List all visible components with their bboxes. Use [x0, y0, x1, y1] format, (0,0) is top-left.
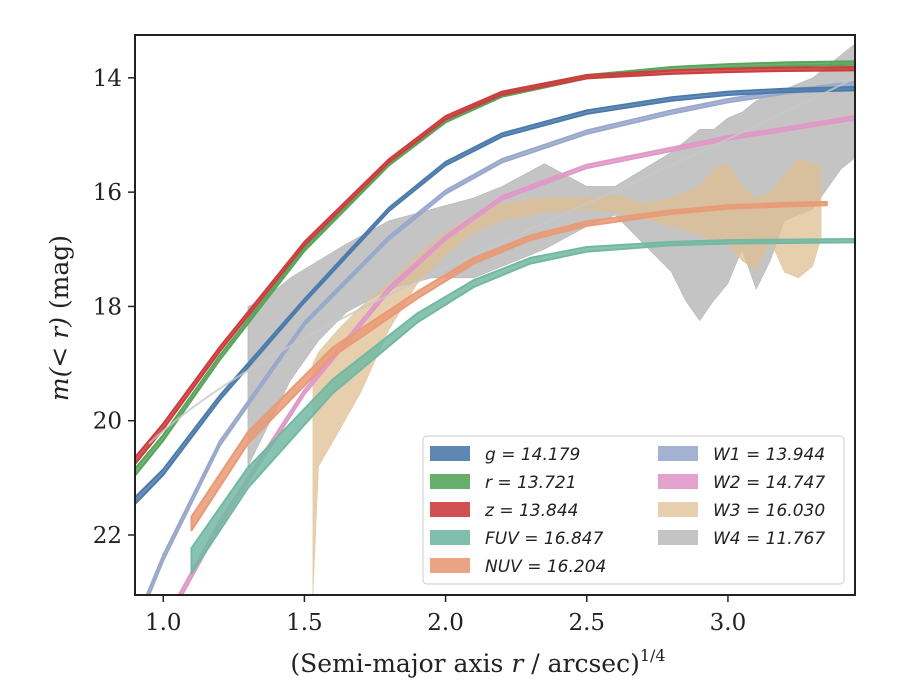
- legend-swatch-w3: [658, 502, 698, 517]
- series-band-nuv: [190, 200, 828, 532]
- y-tick-label: 14: [93, 66, 122, 92]
- y-tick-label: 20: [93, 409, 122, 435]
- legend-label-w3: W3 = 16.030: [713, 501, 825, 521]
- plot-frame: [134, 34, 856, 596]
- series-band-z: [135, 66, 855, 466]
- y-tick-label: 22: [93, 523, 122, 549]
- legend-label-nuv: NUV = 16.204: [485, 557, 606, 577]
- legend-swatch-fuv: [430, 530, 470, 545]
- legend-swatch-g: [430, 446, 470, 461]
- x-axis-label-var: r: [511, 649, 525, 678]
- x-axis-label-sup: 1/4: [640, 646, 666, 665]
- legend-label-w2: W2 = 14.747: [713, 473, 825, 493]
- legend-label-w4: W4 = 11.767: [713, 529, 825, 549]
- x-axis-label-unit: / arcsec): [523, 649, 640, 678]
- ticks-layer: 1.0 1.5 2.0 2.5 3.0 14 16 18 20 22: [93, 66, 747, 636]
- x-axis-label-main: (Semi-major axis: [290, 649, 511, 678]
- x-tick-label: 1.0: [145, 610, 182, 636]
- legend-label-w1: W1 = 13.944: [713, 445, 825, 465]
- x-tick-label: 2.0: [427, 610, 464, 636]
- legend-swatch-z: [430, 502, 470, 517]
- x-tick-label: 3.0: [710, 610, 747, 636]
- legend-label-r: r = 13.721: [485, 473, 577, 493]
- y-tick-label: 16: [93, 180, 122, 206]
- model-guide-curve: [148, 76, 855, 445]
- legend-swatch-w2: [658, 474, 698, 489]
- series-band-w4: [247, 43, 855, 467]
- legend-label-g: g = 14.179: [485, 445, 580, 465]
- x-tick-label: 1.5: [286, 610, 323, 636]
- series-band-w1: [145, 80, 855, 595]
- legend-label-fuv: FUV = 16.847: [485, 529, 604, 549]
- series-band-w2: [177, 115, 855, 595]
- y-axis-label-main: m(< r): [45, 317, 74, 401]
- series-band-g: [135, 86, 855, 506]
- series-band-fuv: [190, 238, 855, 575]
- legend-swatch-r: [430, 474, 470, 489]
- legend-swatch-w1: [658, 446, 698, 461]
- legend-swatch-nuv: [430, 558, 470, 573]
- y-axis-label: m(< r) (mag): [45, 235, 74, 401]
- legend-label-z: z = 13.844: [484, 501, 578, 521]
- legend: g = 14.179 r = 13.721 z = 13.844 FUV = 16.8…: [422, 435, 845, 585]
- y-tick-label: 18: [93, 294, 122, 320]
- legend-swatch-w4: [658, 530, 698, 545]
- series-band-w3: [312, 157, 822, 595]
- series-layer: [135, 43, 855, 595]
- y-axis-label-unit: (mag): [45, 235, 74, 317]
- x-tick-label: 2.5: [568, 610, 605, 636]
- x-axis-label: (Semi-major axis r / arcsec)1/4: [290, 646, 665, 678]
- legend-box: [422, 435, 845, 585]
